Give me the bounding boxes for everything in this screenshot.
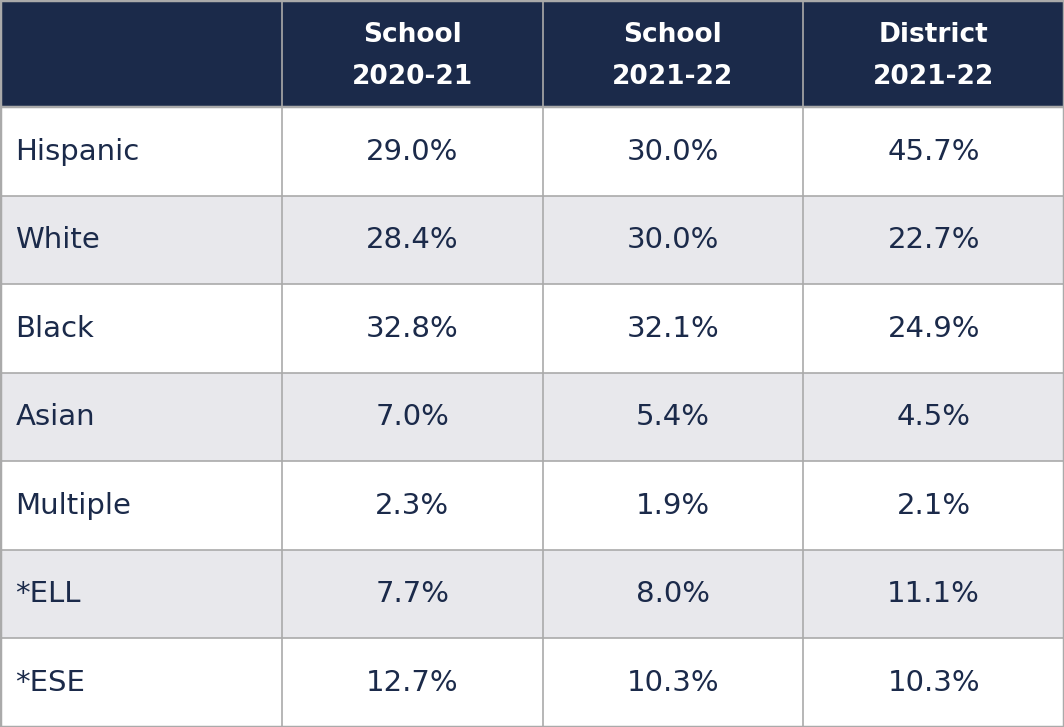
Bar (543, 108, 803, 196)
Bar (0, 550, 282, 638)
Bar (0, 196, 282, 284)
Bar (0, 0, 282, 108)
Text: 30.0%: 30.0% (627, 137, 719, 166)
Bar (543, 462, 803, 550)
Bar (803, 284, 1064, 373)
Text: School: School (363, 23, 462, 49)
Bar (282, 462, 543, 550)
Text: 2020-21: 2020-21 (352, 64, 472, 90)
Text: District: District (879, 23, 988, 49)
Text: 29.0%: 29.0% (366, 137, 459, 166)
Bar (803, 196, 1064, 284)
Text: 24.9%: 24.9% (887, 315, 980, 342)
Text: *ESE: *ESE (16, 669, 85, 696)
Bar (803, 0, 1064, 108)
Text: 4.5%: 4.5% (897, 403, 970, 431)
Text: 2.3%: 2.3% (376, 491, 449, 520)
Bar (0, 462, 282, 550)
Text: 2021-22: 2021-22 (613, 64, 733, 90)
Text: 32.1%: 32.1% (627, 315, 719, 342)
Bar (803, 373, 1064, 462)
Text: 1.9%: 1.9% (636, 491, 710, 520)
Text: 10.3%: 10.3% (887, 669, 980, 696)
Text: 22.7%: 22.7% (887, 226, 980, 254)
Bar (803, 108, 1064, 196)
Text: Black: Black (16, 315, 95, 342)
Bar (0, 638, 282, 727)
Bar (543, 550, 803, 638)
Text: School: School (624, 23, 722, 49)
Text: 2.1%: 2.1% (897, 491, 970, 520)
Bar (282, 108, 543, 196)
Text: 32.8%: 32.8% (366, 315, 459, 342)
Bar (803, 638, 1064, 727)
Bar (0, 284, 282, 373)
Text: 11.1%: 11.1% (887, 580, 980, 608)
Bar (543, 284, 803, 373)
Bar (282, 0, 543, 108)
Text: 2021-22: 2021-22 (874, 64, 994, 90)
Bar (543, 0, 803, 108)
Bar (0, 108, 282, 196)
Text: 45.7%: 45.7% (887, 137, 980, 166)
Bar (543, 638, 803, 727)
Text: 5.4%: 5.4% (636, 403, 710, 431)
Text: White: White (16, 226, 100, 254)
Bar (282, 196, 543, 284)
Bar (282, 284, 543, 373)
Text: Hispanic: Hispanic (16, 137, 139, 166)
Bar (543, 196, 803, 284)
Bar (282, 550, 543, 638)
Text: 10.3%: 10.3% (627, 669, 719, 696)
Text: Asian: Asian (16, 403, 95, 431)
Text: 30.0%: 30.0% (627, 226, 719, 254)
Text: 7.7%: 7.7% (376, 580, 449, 608)
Bar (0, 373, 282, 462)
Bar (282, 638, 543, 727)
Text: 8.0%: 8.0% (636, 580, 710, 608)
Bar (282, 373, 543, 462)
Text: 28.4%: 28.4% (366, 226, 459, 254)
Bar (803, 550, 1064, 638)
Text: Multiple: Multiple (16, 491, 131, 520)
Text: 12.7%: 12.7% (366, 669, 459, 696)
Text: *ELL: *ELL (16, 580, 81, 608)
Text: 7.0%: 7.0% (376, 403, 449, 431)
Bar (543, 373, 803, 462)
Bar (803, 462, 1064, 550)
